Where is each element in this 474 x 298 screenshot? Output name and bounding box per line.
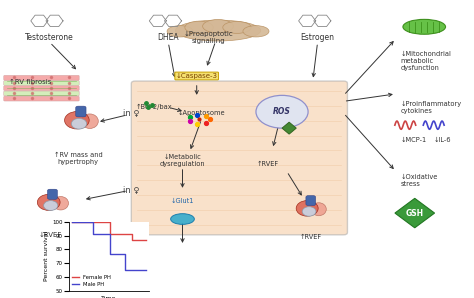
FancyBboxPatch shape (76, 106, 86, 117)
Female PH (129, 232, 135, 236)
Ellipse shape (64, 111, 89, 129)
Line: Female PH: Female PH (73, 222, 146, 240)
Text: ↑RVEF: ↑RVEF (257, 161, 279, 167)
FancyBboxPatch shape (131, 81, 347, 235)
Text: ↓Proinflammatory
cytokines: ↓Proinflammatory cytokines (401, 101, 462, 114)
Text: ↓IL-6: ↓IL-6 (434, 137, 451, 143)
X-axis label: Time: Time (101, 296, 117, 298)
Text: GSH: GSH (406, 209, 424, 218)
Text: in ♀: in ♀ (123, 186, 140, 195)
Text: ↓RVEF: ↓RVEF (38, 232, 62, 238)
FancyBboxPatch shape (4, 91, 79, 96)
Legend: Female PH, Male PH: Female PH, Male PH (72, 274, 112, 288)
FancyBboxPatch shape (306, 196, 316, 206)
Female PH (143, 238, 148, 242)
Text: ↑RV fibrosis: ↑RV fibrosis (9, 79, 52, 85)
Polygon shape (395, 198, 435, 228)
Ellipse shape (311, 203, 326, 216)
Text: ↓MCP-1: ↓MCP-1 (401, 137, 427, 143)
Text: ↓Apoptosome: ↓Apoptosome (178, 110, 225, 116)
FancyBboxPatch shape (47, 189, 57, 199)
Male PH (70, 220, 75, 224)
Female PH (70, 220, 75, 224)
Male PH (122, 252, 128, 255)
Text: ↓Glut1: ↓Glut1 (171, 198, 194, 204)
Text: Testosterone: Testosterone (26, 33, 74, 42)
Ellipse shape (185, 21, 213, 34)
Ellipse shape (53, 197, 69, 210)
Text: DHEA: DHEA (157, 33, 179, 42)
Ellipse shape (44, 201, 58, 210)
Male PH (90, 220, 96, 224)
Text: ↓Proapoptotic
signalling: ↓Proapoptotic signalling (184, 31, 233, 44)
Text: ROS: ROS (273, 107, 291, 116)
Ellipse shape (296, 201, 318, 216)
Text: ↓Caspase-3: ↓Caspase-3 (176, 73, 218, 79)
Text: ↑RVEF: ↑RVEF (300, 234, 321, 240)
Ellipse shape (82, 114, 98, 128)
Ellipse shape (223, 21, 251, 33)
Female PH (129, 238, 135, 242)
Ellipse shape (302, 207, 316, 216)
Male PH (143, 268, 148, 272)
Ellipse shape (403, 19, 446, 34)
Text: ↓Oxidative
stress: ↓Oxidative stress (401, 174, 438, 187)
Ellipse shape (203, 20, 234, 33)
Male PH (108, 252, 113, 255)
FancyBboxPatch shape (4, 96, 79, 101)
Ellipse shape (37, 194, 60, 210)
Female PH (108, 232, 113, 236)
Line: Male PH: Male PH (73, 222, 146, 270)
Text: in ♀: in ♀ (123, 109, 140, 118)
Ellipse shape (71, 118, 87, 129)
Female PH (108, 220, 113, 224)
Text: ↓Mitochondrial
metabolic
dysfunction: ↓Mitochondrial metabolic dysfunction (401, 51, 451, 71)
Polygon shape (282, 122, 296, 134)
FancyBboxPatch shape (4, 86, 79, 91)
Ellipse shape (256, 95, 308, 128)
FancyBboxPatch shape (4, 80, 79, 85)
FancyBboxPatch shape (4, 75, 79, 80)
Text: ↑Bcl-2/bax: ↑Bcl-2/bax (136, 104, 173, 110)
Ellipse shape (175, 20, 261, 41)
Text: Estrogen: Estrogen (301, 33, 335, 42)
Text: ↓Metabolic
dysregulation: ↓Metabolic dysregulation (160, 154, 205, 167)
Male PH (90, 232, 96, 236)
Text: ↑RV mass and
hypertrophy: ↑RV mass and hypertrophy (54, 152, 102, 165)
Ellipse shape (171, 214, 194, 224)
Ellipse shape (243, 26, 269, 37)
Male PH (108, 232, 113, 236)
Male PH (122, 268, 128, 272)
Ellipse shape (167, 26, 193, 37)
Y-axis label: Percent survival: Percent survival (44, 231, 49, 282)
